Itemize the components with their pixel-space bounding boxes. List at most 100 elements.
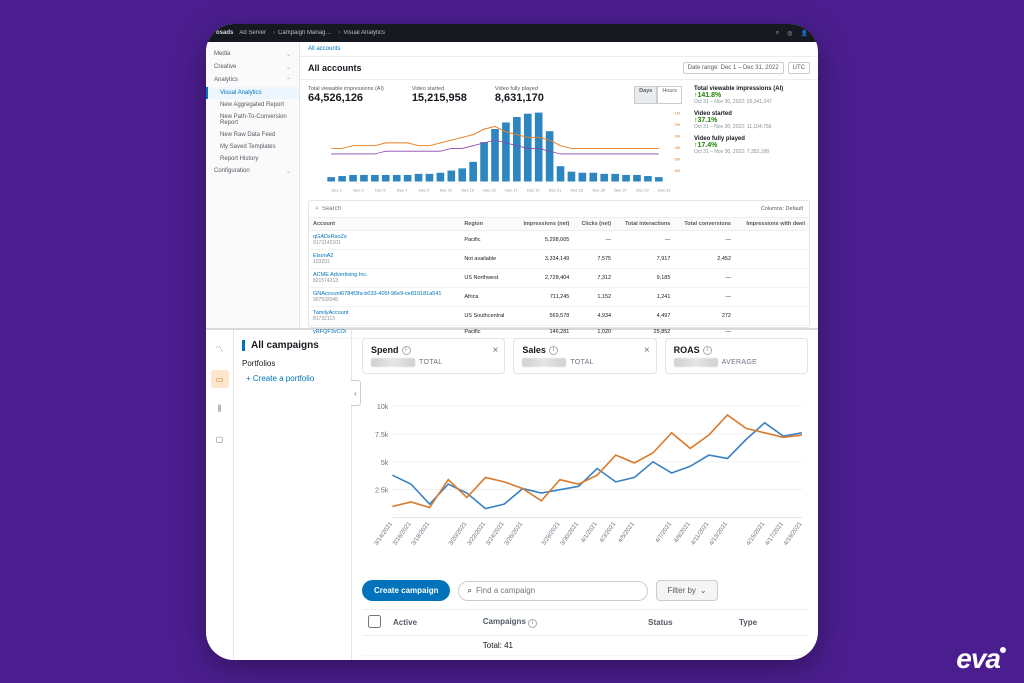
svg-text:4/19/2021: 4/19/2021 — [782, 520, 804, 547]
close-icon[interactable]: × — [492, 345, 498, 356]
table-row[interactable]: ACME Advertising Inc.821574313US Northwe… — [309, 269, 809, 288]
table-row[interactable]: GNAccount6784f3fa-b033-405f-96e9-ce81918… — [309, 288, 809, 307]
rail-bars-icon[interactable]: ⫼ — [211, 400, 229, 418]
sidebar-item-ptc[interactable]: New Path-To-Conversion Report — [206, 111, 299, 129]
table-row[interactable]: qGADxRsoZs9173142101Pacific5,298,005——— — [309, 231, 809, 250]
svg-text:Dec 27: Dec 27 — [614, 187, 626, 192]
comparison-metrics: Total viewable impressions (AI)↑141.8%Oc… — [688, 86, 810, 194]
notification-icon[interactable]: ◎ — [787, 30, 792, 37]
breadcrumb-2[interactable]: Visual Analytics — [343, 30, 385, 36]
svg-text:Dec 5: Dec 5 — [375, 187, 386, 192]
sidebar-group-config[interactable]: Configuration⌄ — [206, 165, 299, 178]
breadcrumb-1[interactable]: Campaign Manag… — [278, 30, 331, 36]
svg-text:4/3/2021: 4/3/2021 — [598, 520, 618, 544]
find-campaign-box[interactable]: ⌕ — [458, 581, 648, 601]
svg-text:Dec 29: Dec 29 — [636, 187, 648, 192]
svg-text:Dec 3: Dec 3 — [353, 187, 364, 192]
svg-text:Dec 21: Dec 21 — [549, 187, 561, 192]
table-row[interactable]: TamilyAccount81732113US Southcentral569,… — [309, 307, 809, 326]
svg-text:Dec 11: Dec 11 — [440, 187, 452, 192]
svg-text:4/13/2021: 4/13/2021 — [708, 520, 730, 547]
svg-text:Dec 23: Dec 23 — [571, 187, 584, 192]
top-dashboard: osads Ad Server › Campaign Manag… › Visu… — [206, 24, 818, 328]
sidebar-group-analytics[interactable]: Analytics⌃ — [206, 74, 299, 87]
table-row[interactable]: ElsonA2103291Not available3,334,1497,575… — [309, 250, 809, 269]
campaigns-table: Active Campaigns i Status Type Total: 41 — [362, 609, 808, 656]
info-icon[interactable]: i — [549, 346, 558, 355]
bottom-dashboard: 〽 ▭ ⫼ ▢ All campaigns Portfolios + Creat… — [206, 328, 818, 660]
svg-text:Dec 7: Dec 7 — [397, 187, 407, 192]
svg-text:3M: 3M — [675, 134, 680, 139]
rail-screen-icon[interactable]: ▢ — [211, 430, 229, 448]
right-panel: ‹ Spendi × TOTAL Salesi × TOTAL ROASi AV… — [352, 330, 818, 660]
collapse-sidebar-handle[interactable]: ‹ — [351, 380, 361, 406]
svg-text:Dec 9: Dec 9 — [419, 187, 429, 192]
find-campaign-input[interactable] — [476, 586, 640, 595]
svg-text:4/9/2021: 4/9/2021 — [673, 520, 693, 544]
main-panel: All accounts All accounts Date range: De… — [300, 42, 818, 328]
svg-text:4/1/2021: 4/1/2021 — [579, 520, 599, 544]
svg-text:Dec 15: Dec 15 — [483, 187, 496, 192]
user-icon[interactable]: 👤 — [801, 30, 808, 37]
kpi-row: Spendi × TOTAL Salesi × TOTAL ROASi AVER… — [362, 338, 808, 374]
search-icon: ⌕ — [315, 205, 319, 213]
sidebar-item-rawdata[interactable]: New Raw Data Feed — [206, 129, 299, 141]
filter-button[interactable]: Filter by⌄ — [656, 580, 717, 601]
sidebar-group-media[interactable]: Media⌄ — [206, 48, 299, 61]
left-panel: All campaigns Portfolios + Create a port… — [234, 330, 352, 660]
svg-text:4/7/2021: 4/7/2021 — [654, 520, 674, 544]
product-name: Ad Server — [239, 30, 266, 36]
select-all-checkbox[interactable] — [368, 615, 381, 628]
search-icon: ⌕ — [467, 586, 471, 596]
icon-rail: 〽 ▭ ⫼ ▢ — [206, 330, 234, 660]
sidebar-group-creative[interactable]: Creative⌄ — [206, 61, 299, 74]
redacted-value — [522, 358, 566, 367]
metric-1-value: 64,526,126 — [308, 92, 384, 104]
svg-text:Dec 31: Dec 31 — [658, 187, 670, 192]
search-icon[interactable]: ⌕ — [776, 30, 779, 37]
sidebar-item-visual-analytics[interactable]: Visual Analytics — [206, 87, 299, 99]
kpi-spend: Spendi × TOTAL — [362, 338, 505, 374]
svg-text:4M: 4M — [675, 145, 680, 150]
top-navbar: osads Ad Server › Campaign Manag… › Visu… — [206, 24, 818, 42]
impressions-bar-chart: Dec 1 Dec 3 Dec 5 Dec 7 Dec 9 Dec 11 Dec 13 Dec… — [308, 108, 682, 194]
page-title: All accounts — [308, 63, 683, 73]
svg-text:Dec 1: Dec 1 — [332, 187, 342, 192]
page-breadcrumb[interactable]: All accounts — [300, 42, 818, 57]
total-row: Total: 41 — [477, 636, 642, 656]
kpi-roas: ROASi AVERAGE — [665, 338, 808, 374]
svg-text:Dec 13: Dec 13 — [461, 187, 474, 192]
redacted-value — [371, 358, 415, 367]
view-toggle[interactable]: Days Hours — [634, 86, 682, 104]
brand-logo: osads — [216, 30, 233, 36]
portfolios-label[interactable]: Portfolios — [242, 359, 343, 368]
chevron-down-icon: ⌄ — [700, 586, 707, 595]
svg-text:Dec 17: Dec 17 — [505, 187, 517, 192]
svg-text:3/26/2021: 3/26/2021 — [503, 520, 525, 547]
svg-text:10k: 10k — [377, 403, 389, 411]
eva-brand-logo: eva — [956, 643, 1006, 675]
close-icon[interactable]: × — [644, 345, 650, 356]
info-icon[interactable]: i — [402, 346, 411, 355]
rail-trend-icon[interactable]: 〽 — [211, 340, 229, 358]
table-search-input[interactable] — [322, 206, 761, 212]
sidebar-item-templates[interactable]: My Saved Templates — [206, 141, 299, 153]
rail-wallet-icon[interactable]: ▭ — [211, 370, 229, 388]
left-sidebar: Media⌄ Creative⌄ Analytics⌃ Visual Analy… — [206, 42, 300, 328]
svg-text:7.5k: 7.5k — [375, 431, 389, 439]
redacted-value — [674, 358, 718, 367]
create-campaign-button[interactable]: Create campaign — [362, 580, 450, 601]
sidebar-item-aggregated[interactable]: New Aggregated Report — [206, 99, 299, 111]
all-campaigns-heading[interactable]: All campaigns — [242, 340, 343, 351]
timezone-picker[interactable]: UTC — [788, 62, 810, 74]
svg-text:5M: 5M — [675, 157, 680, 162]
info-icon[interactable]: i — [528, 619, 537, 628]
create-portfolio-link[interactable]: + Create a portfolio — [242, 374, 343, 383]
date-range-picker[interactable]: Date range: Dec 1 – Dec 31, 2022 — [683, 62, 784, 74]
svg-text:1M: 1M — [675, 111, 680, 116]
accounts-table: AccountRegionImpressions (net)Clicks (ne… — [309, 218, 809, 339]
metric-2-value: 15,215,958 — [412, 92, 467, 104]
sidebar-item-history[interactable]: Report History — [206, 153, 299, 165]
columns-selector[interactable]: Columns: Default — [761, 206, 803, 212]
info-icon[interactable]: i — [703, 346, 712, 355]
